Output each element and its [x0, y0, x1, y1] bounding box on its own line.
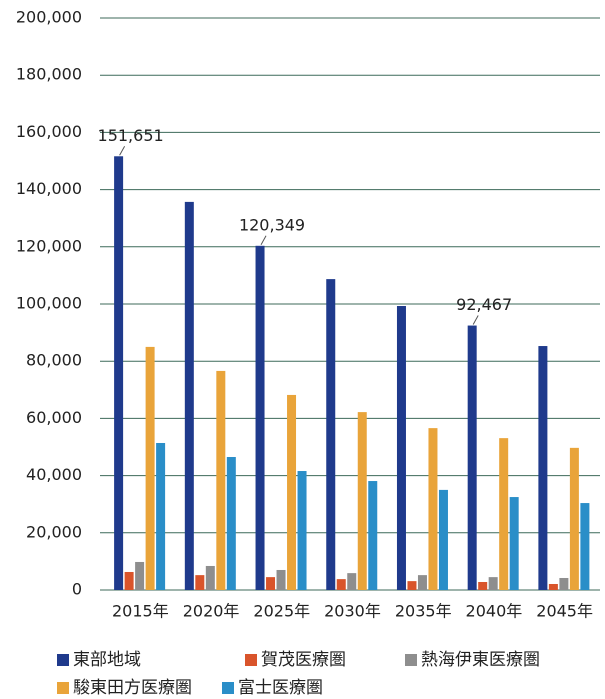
bar	[156, 442, 166, 590]
x-tick-label: 2035年	[395, 602, 452, 621]
legend-swatch	[405, 654, 417, 666]
bar	[326, 279, 336, 590]
bar	[226, 457, 236, 590]
bar	[407, 581, 417, 590]
bar	[135, 561, 145, 590]
bar	[216, 370, 226, 590]
legend-label: 東部地域	[73, 650, 141, 670]
bar	[467, 325, 477, 590]
bar	[559, 577, 569, 590]
bar	[266, 577, 276, 590]
legend-label: 賀茂医療圏	[261, 650, 346, 670]
bar	[509, 497, 519, 590]
data-label: 120,349	[239, 215, 305, 234]
legend-swatch	[57, 682, 69, 694]
bar	[488, 577, 498, 590]
y-tick-label: 120,000	[16, 236, 82, 255]
legend-swatch	[245, 654, 257, 666]
y-tick-label: 100,000	[16, 294, 82, 313]
bar	[438, 489, 448, 590]
bar	[580, 503, 590, 590]
bar	[184, 201, 194, 590]
x-tick-label: 2040年	[466, 602, 523, 621]
bar	[499, 438, 509, 590]
y-tick-label: 160,000	[16, 122, 82, 141]
legend-label: 富士医療圏	[238, 678, 323, 698]
y-tick-label: 140,000	[16, 179, 82, 198]
data-label: 151,651	[98, 126, 164, 145]
bar	[297, 471, 307, 590]
bar	[124, 571, 134, 590]
y-tick-label: 20,000	[26, 522, 82, 541]
bar	[195, 575, 205, 590]
leader-line	[472, 315, 479, 325]
legend-label: 熱海伊東医療圏	[421, 650, 540, 670]
bar	[347, 573, 357, 590]
bar	[336, 579, 346, 590]
bar	[368, 481, 378, 590]
y-tick-label: 80,000	[26, 351, 82, 370]
bar	[548, 583, 558, 590]
bar	[287, 394, 297, 590]
bar	[114, 156, 124, 590]
x-tick-label: 2030年	[324, 602, 381, 621]
legend-label: 駿東田方医療圏	[73, 678, 192, 698]
y-tick-label: 60,000	[26, 408, 82, 427]
bar	[538, 346, 548, 590]
y-tick-label: 180,000	[16, 65, 82, 84]
legend-swatch	[222, 682, 234, 694]
bar	[357, 412, 367, 590]
bar	[255, 245, 265, 590]
bar	[428, 428, 438, 590]
leader-line	[260, 235, 267, 246]
y-tick-label: 0	[72, 580, 82, 599]
bar	[417, 575, 427, 590]
x-tick-label: 2020年	[183, 602, 240, 621]
x-tick-label: 2015年	[112, 602, 169, 621]
bar	[276, 569, 286, 590]
data-label: 92,467	[456, 295, 512, 314]
x-tick-label: 2025年	[253, 602, 310, 621]
bar	[145, 346, 155, 590]
bar	[396, 306, 406, 590]
bar	[478, 581, 488, 590]
legend-swatch	[57, 654, 69, 666]
bar	[569, 447, 579, 590]
bar	[205, 565, 215, 590]
y-tick-label: 200,000	[16, 8, 82, 27]
leader-line	[119, 146, 126, 156]
y-tick-label: 40,000	[26, 465, 82, 484]
x-tick-label: 2045年	[536, 602, 593, 621]
